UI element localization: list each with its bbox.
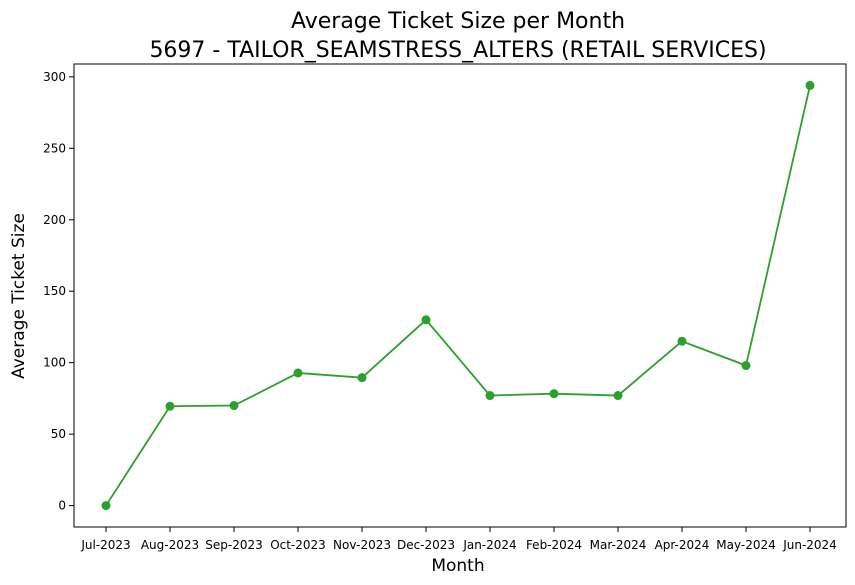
y-tick-label-4: 200: [43, 213, 66, 227]
y-tick-label-0: 0: [58, 499, 66, 513]
chart-title-line1: Average Ticket Size per Month: [291, 9, 625, 34]
x-tick-label-6: Jan-2024: [462, 538, 516, 552]
x-tick-label-1: Aug-2023: [141, 538, 199, 552]
plot-frame: [73, 63, 847, 528]
x-tick-label-8: Mar-2024: [590, 538, 647, 552]
y-axis-label: Average Ticket Size: [9, 213, 29, 379]
x-tick-label-7: Feb-2024: [526, 538, 582, 552]
y-tick-label-5: 250: [43, 141, 66, 155]
x-tick-label-9: Apr-2024: [655, 538, 710, 552]
data-point-Aug-2023: [165, 401, 175, 411]
y-tick-label-3: 150: [43, 284, 66, 298]
data-point-Jan-2024: [485, 391, 495, 401]
data-point-Dec-2023: [421, 315, 431, 325]
data-point-Nov-2023: [357, 373, 367, 383]
chart-title-line2: 5697 - TAILOR_SEAMSTRESS_ALTERS (RETAIL …: [149, 38, 766, 63]
y-tick-label-1: 50: [51, 427, 66, 441]
series-line-0: [105, 85, 811, 507]
data-point-Jun-2024: [805, 80, 815, 90]
x-axis-label: Month: [431, 556, 484, 576]
x-tick-label-4: Nov-2023: [333, 538, 391, 552]
x-tick-label-11: Jun-2024: [782, 538, 837, 552]
y-tick-label-2: 100: [43, 356, 66, 370]
x-tick-label-3: Oct-2023: [270, 538, 326, 552]
data-point-May-2024: [741, 361, 751, 371]
y-tick-label-6: 300: [43, 70, 66, 84]
x-tick-label-0: Jul-2023: [80, 538, 130, 552]
x-tick-label-5: Dec-2023: [397, 538, 455, 552]
data-point-Oct-2023: [293, 368, 303, 378]
data-point-Sep-2023: [229, 401, 239, 411]
data-point-Feb-2024: [549, 389, 559, 399]
data-point-Jul-2023: [101, 501, 111, 511]
plot-area: 0 50 100 150 200 250 300 Jul-2023 Aug-2023 Sep-20…: [43, 63, 847, 552]
data-point-Mar-2024: [613, 391, 623, 401]
x-tick-label-2: Sep-2023: [205, 538, 263, 552]
data-point-Apr-2024: [677, 336, 687, 346]
x-tick-label-10: May-2024: [716, 538, 775, 552]
